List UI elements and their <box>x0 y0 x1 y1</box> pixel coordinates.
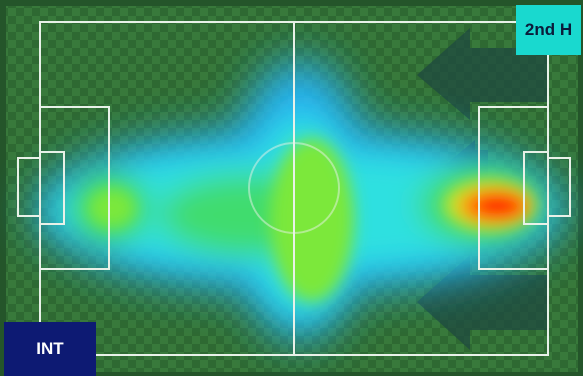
arrow-top-icon <box>417 28 548 120</box>
heat-blob-center-green <box>270 138 354 302</box>
arrow-bottom-icon <box>417 255 548 350</box>
right-goal <box>547 157 571 217</box>
left-goal <box>17 157 41 217</box>
team-badge: INT <box>4 322 96 376</box>
heat-blob-left-core <box>88 188 136 228</box>
heat-blob-right-hotspot <box>474 195 522 217</box>
center-circle <box>248 142 340 234</box>
pitch-markings <box>17 21 571 356</box>
half-badge: 2nd H <box>516 5 581 55</box>
